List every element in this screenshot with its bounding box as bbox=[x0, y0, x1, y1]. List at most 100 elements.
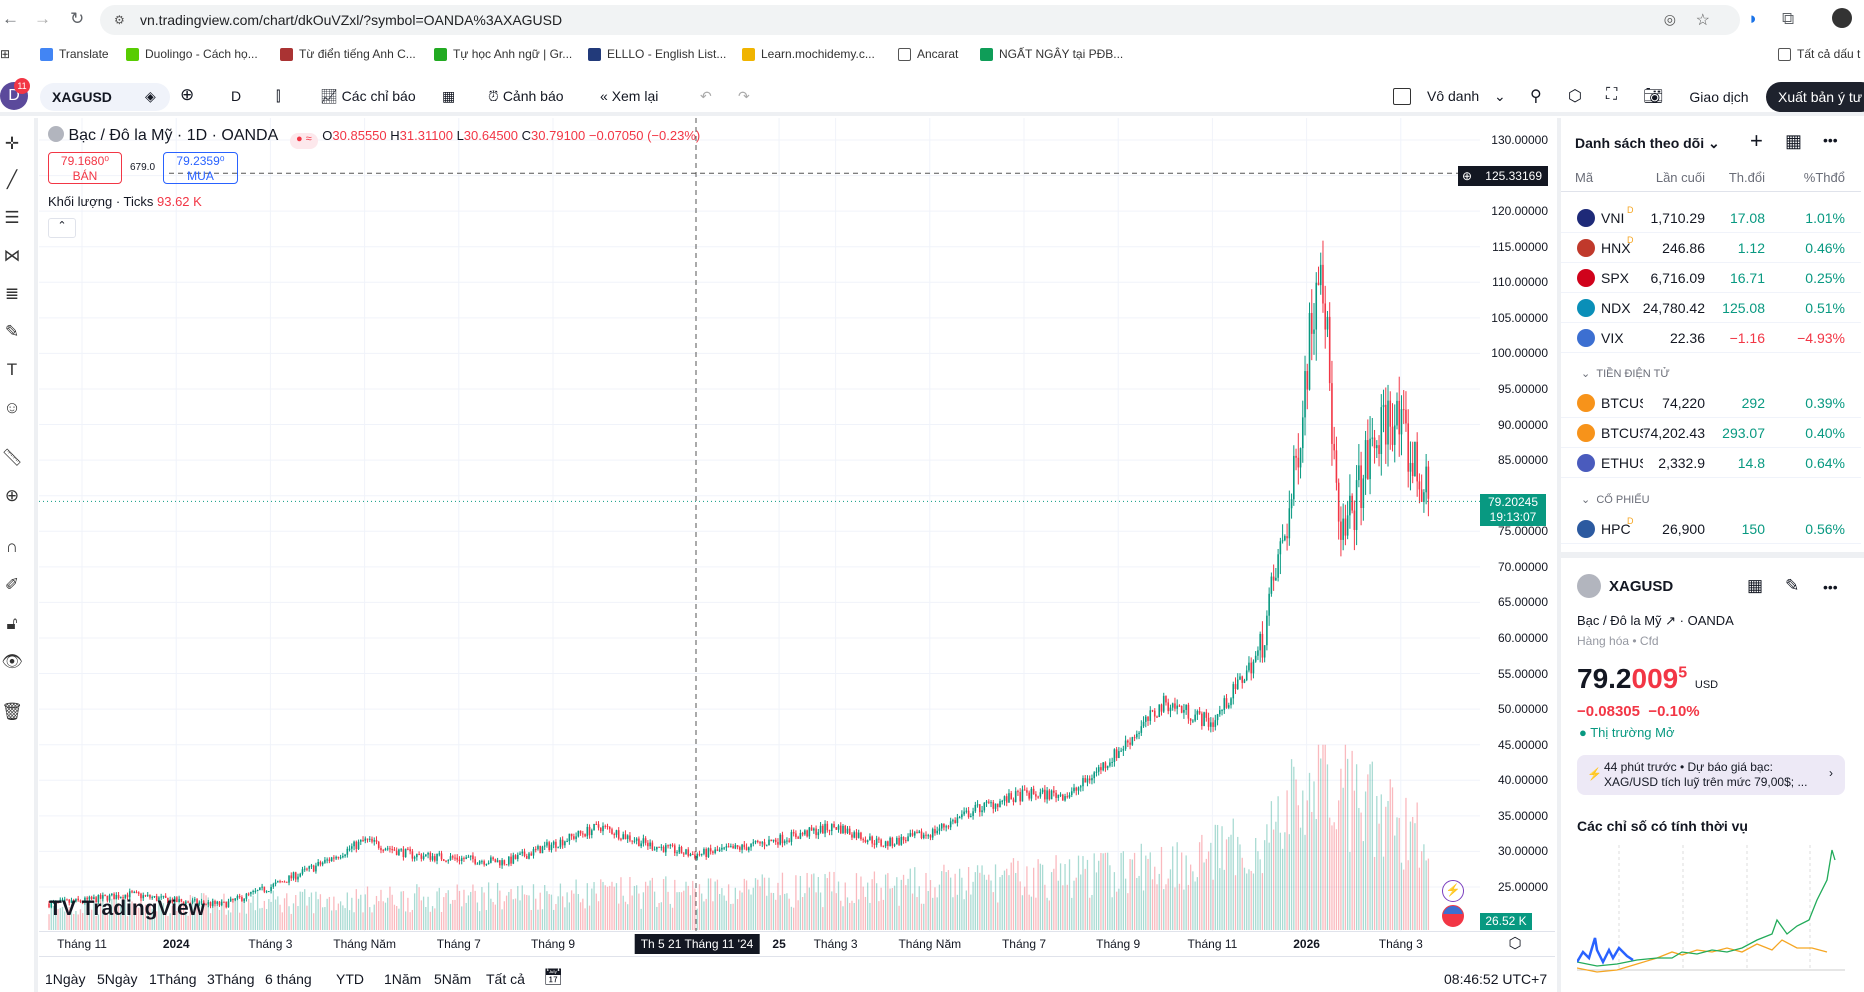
candle-type-icon[interactable]: ⫿ bbox=[276, 88, 281, 104]
advanced-view-icon[interactable]: ▦ bbox=[1785, 131, 1803, 151]
add-symbol-icon[interactable]: + bbox=[1750, 128, 1763, 153]
undo-icon[interactable]: ↶ bbox=[700, 88, 712, 104]
profile-avatar[interactable] bbox=[1832, 8, 1852, 28]
magnet-icon[interactable]: ∩ bbox=[5, 537, 19, 556]
panel-divider[interactable] bbox=[1561, 552, 1864, 558]
range-3[interactable]: 3Tháng bbox=[207, 971, 255, 987]
range-6[interactable]: 1Năm bbox=[384, 971, 422, 987]
text-icon[interactable]: T bbox=[6, 360, 18, 379]
extension-icon[interactable]: ◗ bbox=[1748, 9, 1759, 28]
layout-icon[interactable] bbox=[1393, 88, 1411, 105]
reload-icon[interactable]: ↻ bbox=[70, 9, 85, 28]
back-icon[interactable]: ← bbox=[2, 9, 19, 28]
market-status-icon[interactable]: ● ≈ bbox=[289, 133, 318, 149]
emoji-icon[interactable]: ☺ bbox=[3, 398, 21, 417]
buy-button[interactable]: 79.2359⁰ MUA bbox=[163, 152, 238, 184]
fib-icon[interactable]: ≣ bbox=[4, 284, 20, 303]
range-2[interactable]: 1Tháng bbox=[149, 971, 197, 987]
interval-button[interactable]: D bbox=[231, 88, 242, 104]
chart-pane[interactable]: TV TradingView bbox=[39, 118, 1555, 931]
us-flag-event-icon[interactable] bbox=[1442, 905, 1464, 927]
trendline-icon[interactable]: ╱ bbox=[6, 170, 18, 189]
compare-plus-icon[interactable]: ⊕ bbox=[180, 85, 195, 104]
watchlist-row[interactable]: HPC D 26,900 150 0.56% bbox=[1561, 514, 1861, 544]
all-bookmarks[interactable]: Tất cả dấu t bbox=[1778, 47, 1860, 61]
watchlist-row[interactable]: BTCUS 74,220 292 0.39% bbox=[1561, 388, 1861, 418]
pattern-icon[interactable]: ⋈ bbox=[3, 246, 21, 265]
templates-grid-icon[interactable]: ▦ bbox=[442, 88, 456, 104]
news-flash-icon[interactable]: ⚡ bbox=[1442, 880, 1464, 902]
watchlist-row[interactable]: ETHUS 2,332.9 14.8 0.64% bbox=[1561, 448, 1861, 478]
trash-icon[interactable]: 🗑︎ bbox=[1, 702, 23, 721]
puzzle-icon[interactable]: ⧉ bbox=[1782, 9, 1795, 28]
site-settings-icon[interactable]: ⚙ bbox=[114, 13, 125, 27]
bookmark[interactable]: Learn.mochidemy.c... bbox=[742, 47, 875, 61]
fullscreen-icon[interactable]: ⛶ bbox=[1606, 86, 1618, 103]
replay-button[interactable]: « Xem lại bbox=[600, 88, 659, 104]
eye-icon[interactable]: 👁︎ bbox=[1, 652, 23, 671]
price-chart[interactable]: TV TradingView bbox=[39, 118, 1555, 931]
redo-icon[interactable]: ↷ bbox=[738, 88, 750, 104]
watchlist-row[interactable]: VNI D 1,710.29 17.08 1.01% bbox=[1561, 203, 1861, 233]
more-icon[interactable]: ••• bbox=[1823, 132, 1838, 148]
watchlist-row[interactable]: VIX 22.36 −1.16 −4.93% bbox=[1561, 323, 1861, 353]
seasonals-chart[interactable] bbox=[1577, 840, 1847, 980]
watch-diamond-icon[interactable]: ◈ bbox=[145, 88, 156, 104]
watchlist-title[interactable]: Danh sách theo dõi ⌄ bbox=[1575, 135, 1720, 151]
bookmark[interactable]: Duolingo - Cách họ... bbox=[126, 47, 258, 61]
bookmark-folder[interactable]: Ancarat bbox=[898, 47, 958, 61]
grid-icon[interactable]: ▦ bbox=[1747, 576, 1764, 595]
range-8[interactable]: Tất cả bbox=[486, 971, 525, 987]
zoom-in-icon[interactable]: ⊕ bbox=[4, 486, 20, 505]
bookmark[interactable]: Translate bbox=[40, 47, 109, 61]
watchlist-row[interactable]: HNX D 246.86 1.12 0.46% bbox=[1561, 233, 1861, 263]
news-card[interactable]: ⚡ 44 phút trước • Dự báo giá bạc: XAG/US… bbox=[1577, 755, 1845, 795]
section-crypto[interactable]: ⌄ TIỀN ĐIỆN TỬ bbox=[1581, 368, 1670, 380]
alert-button[interactable]: ⏰︎ Cảnh báo bbox=[488, 88, 564, 104]
indicators-button[interactable]: 📈︎ Các chỉ báo bbox=[320, 88, 416, 104]
eye-off-icon[interactable]: ◎ bbox=[1663, 11, 1676, 27]
star-icon[interactable]: ☆ bbox=[1695, 12, 1710, 29]
layout-name[interactable]: Vô danh bbox=[1427, 88, 1480, 104]
sell-button[interactable]: 79.1680⁰ BÁN bbox=[48, 152, 122, 184]
bookmark[interactable]: NGẤT NGÂY tại PĐB... bbox=[980, 47, 1123, 61]
range-0[interactable]: 1Ngày bbox=[45, 971, 86, 987]
bookmark[interactable]: Tự học Anh ngữ | Gr... bbox=[434, 47, 572, 61]
bookmark[interactable]: ELLLO - English List... bbox=[588, 47, 726, 61]
range-5[interactable]: YTD bbox=[336, 971, 364, 987]
range-1[interactable]: 5Ngày bbox=[97, 971, 138, 987]
brush-icon[interactable]: ✎ bbox=[4, 322, 20, 341]
watchlist-row[interactable]: NDX 24,780.42 125.08 0.51% bbox=[1561, 293, 1861, 323]
collapse-legend-button[interactable]: ⌃ bbox=[48, 218, 76, 238]
axis-settings-icon[interactable]: ⬡ bbox=[1508, 935, 1522, 952]
legend-title[interactable]: Bạc / Đô la Mỹ · 1D · OANDA bbox=[68, 127, 278, 144]
crosshair-icon[interactable]: ✛ bbox=[4, 134, 20, 153]
details-name[interactable]: Bạc / Đô la Mỹ ↗ · OANDA bbox=[1577, 613, 1734, 628]
watchlist-row[interactable]: SPX 6,716.09 16.71 0.25% bbox=[1561, 263, 1861, 293]
time-axis[interactable]: Th 5 21 Tháng 11 '24 ⬡ Tháng 11 2024 Tháng… bbox=[39, 931, 1555, 955]
market-status[interactable]: ● Thị trường Mở bbox=[1579, 725, 1675, 740]
lock-icon[interactable]: 🔓︎ bbox=[6, 614, 18, 633]
clock[interactable]: 08:46:52 UTC+7 bbox=[1444, 971, 1548, 987]
horizontal-lines-icon[interactable]: ☰ bbox=[4, 208, 20, 227]
address-bar[interactable]: ⚙ vn.tradingview.com/chart/dkOuVZxl/?sym… bbox=[100, 5, 1740, 35]
watchlist-row[interactable]: BTCUS 74,202.43 293.07 0.40% bbox=[1561, 418, 1861, 448]
ruler-icon[interactable]: 📏︎ bbox=[1, 448, 23, 467]
section-stocks[interactable]: ⌄ CỔ PHIẾU bbox=[1581, 494, 1650, 506]
edit-icon[interactable]: ✎ bbox=[1785, 576, 1800, 595]
camera-icon[interactable]: 📷︎ bbox=[1643, 88, 1664, 105]
more-icon[interactable]: ••• bbox=[1823, 579, 1838, 595]
range-7[interactable]: 5Năm bbox=[434, 971, 472, 987]
apps-icon[interactable]: ⊞ bbox=[0, 47, 11, 61]
forward-icon[interactable]: → bbox=[34, 9, 51, 28]
chevron-down-icon[interactable]: ⌄ bbox=[1494, 88, 1506, 104]
quick-search-icon[interactable]: ⚲ bbox=[1530, 88, 1542, 105]
lock-drawing-icon[interactable]: ✐ bbox=[4, 575, 20, 594]
trade-button[interactable]: Giao dịch bbox=[1689, 89, 1749, 105]
settings-icon[interactable]: ⬡ bbox=[1568, 88, 1582, 105]
date-range-calendar-icon[interactable]: 📅︎ bbox=[543, 969, 564, 986]
symbol-search[interactable]: XAGUSD bbox=[40, 83, 170, 111]
publish-button[interactable]: Xuất bản ý tư bbox=[1766, 82, 1864, 112]
range-4[interactable]: 6 tháng bbox=[265, 971, 312, 987]
bookmark[interactable]: Từ điển tiếng Anh C... bbox=[280, 47, 416, 61]
